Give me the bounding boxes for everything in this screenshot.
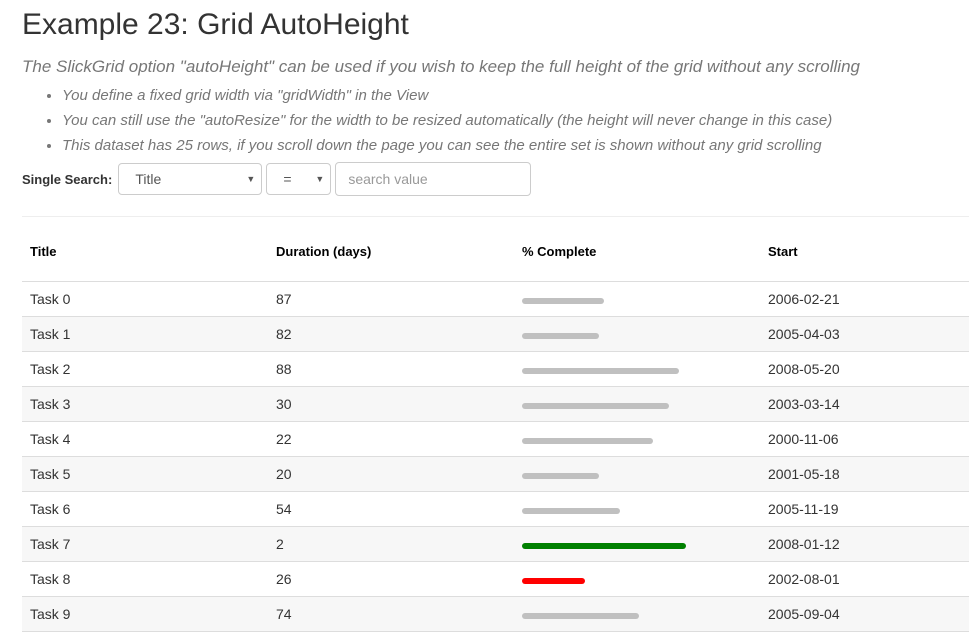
cell-duration[interactable]: 88 (276, 361, 292, 377)
cell-percent[interactable] (514, 505, 760, 514)
cell-percent[interactable] (514, 330, 760, 339)
cell-duration[interactable]: 2 (276, 536, 284, 552)
cell-title[interactable]: Task 6 (30, 501, 71, 517)
cell-duration[interactable]: 87 (276, 291, 292, 307)
grid-body: Task 0 87 2006-02-21 Task 1 82 2005-04-03… (22, 282, 969, 632)
column-select-value: Title (135, 171, 162, 187)
table-row[interactable]: Task 6 54 2005-11-19 (22, 492, 969, 527)
cell-percent[interactable] (514, 295, 760, 304)
percent-complete-bar (522, 577, 586, 584)
cell-title[interactable]: Task 9 (30, 606, 71, 622)
cell-percent[interactable] (514, 540, 760, 549)
table-row[interactable]: Task 3 30 2003-03-14 (22, 387, 969, 422)
single-search: Single Search: Title ▼ = ▼ (22, 162, 969, 196)
cell-start[interactable]: 2001-05-18 (768, 466, 840, 482)
percent-complete-bar (522, 542, 686, 549)
cell-title[interactable]: Task 7 (30, 536, 71, 552)
percent-complete-bar (522, 332, 600, 339)
table-row[interactable]: Task 1 82 2005-04-03 (22, 317, 969, 352)
cell-duration[interactable]: 30 (276, 396, 292, 412)
cell-percent[interactable] (514, 400, 760, 409)
operator-select[interactable]: = ▼ (266, 163, 332, 195)
cell-start[interactable]: 2006-02-21 (768, 291, 840, 307)
percent-complete-bar (522, 612, 639, 619)
cell-title[interactable]: Task 4 (30, 431, 71, 447)
cell-start[interactable]: 2008-01-12 (768, 536, 840, 552)
cell-start[interactable]: 2005-04-03 (768, 326, 840, 342)
chevron-down-icon: ▼ (315, 174, 325, 184)
description: The SlickGrid option "autoHeight" can be… (22, 54, 969, 158)
cell-percent[interactable] (514, 435, 760, 444)
table-row[interactable]: Task 8 26 2002-08-01 (22, 562, 969, 597)
percent-complete-bar (522, 402, 670, 409)
page-title: Example 23: Grid AutoHeight (22, 8, 409, 41)
cell-duration[interactable]: 26 (276, 571, 292, 587)
percent-complete-bar (522, 507, 621, 514)
table-row[interactable]: Task 0 87 2006-02-21 (22, 282, 969, 317)
percent-complete-bar (522, 437, 654, 444)
column-select[interactable]: Title ▼ (118, 163, 263, 195)
cell-start[interactable]: 2003-03-14 (768, 396, 840, 412)
cell-title[interactable]: Task 3 (30, 396, 71, 412)
divider (22, 216, 969, 217)
cell-title[interactable]: Task 5 (30, 466, 71, 482)
bullet: You define a fixed grid width via "gridW… (62, 83, 969, 108)
table-row[interactable]: Task 2 88 2008-05-20 (22, 352, 969, 387)
cell-duration[interactable]: 20 (276, 466, 292, 482)
table-row[interactable]: Task 4 22 2000-11-06 (22, 422, 969, 457)
search-input[interactable] (335, 162, 532, 196)
cell-title[interactable]: Task 0 (30, 291, 71, 307)
cell-start[interactable]: 2005-11-19 (768, 501, 839, 517)
cell-title[interactable]: Task 2 (30, 361, 71, 377)
cell-title[interactable]: Task 1 (30, 326, 71, 342)
table-row[interactable]: Task 5 20 2001-05-18 (22, 457, 969, 492)
column-header-percent[interactable]: % Complete (522, 244, 597, 259)
bullet: This dataset has 25 rows, if you scroll … (62, 133, 969, 158)
cell-percent[interactable] (514, 610, 760, 619)
column-header-title[interactable]: Title (30, 244, 57, 259)
operator-select-value: = (283, 171, 292, 187)
cell-start[interactable]: 2002-08-01 (768, 571, 840, 587)
header-row: Title Duration (days) % Complete Start (22, 222, 969, 282)
cell-duration[interactable]: 22 (276, 431, 292, 447)
table-row[interactable]: Task 7 2 2008-01-12 (22, 527, 969, 562)
cell-percent[interactable] (514, 365, 760, 374)
cell-duration[interactable]: 82 (276, 326, 292, 342)
cell-start[interactable]: 2005-09-04 (768, 606, 840, 622)
cell-title[interactable]: Task 8 (30, 571, 71, 587)
search-label: Single Search: (22, 171, 113, 187)
column-header-start[interactable]: Start (768, 244, 798, 259)
description-text: The SlickGrid option "autoHeight" can be… (22, 57, 860, 76)
chevron-down-icon: ▼ (246, 174, 256, 184)
cell-start[interactable]: 2008-05-20 (768, 361, 840, 377)
column-header-duration[interactable]: Duration (days) (276, 244, 372, 259)
bullet: You can still use the "autoResize" for t… (62, 108, 969, 133)
cell-percent[interactable] (514, 470, 760, 479)
table-row[interactable]: Task 9 74 2005-09-04 (22, 597, 969, 632)
cell-duration[interactable]: 74 (276, 606, 292, 622)
grid: Title Duration (days) % Complete Start T… (22, 222, 969, 632)
percent-complete-bar (522, 297, 604, 304)
cell-percent[interactable] (514, 575, 760, 584)
percent-complete-bar (522, 367, 679, 374)
cell-duration[interactable]: 54 (276, 501, 292, 517)
percent-complete-bar (522, 472, 600, 479)
cell-start[interactable]: 2000-11-06 (768, 431, 839, 447)
